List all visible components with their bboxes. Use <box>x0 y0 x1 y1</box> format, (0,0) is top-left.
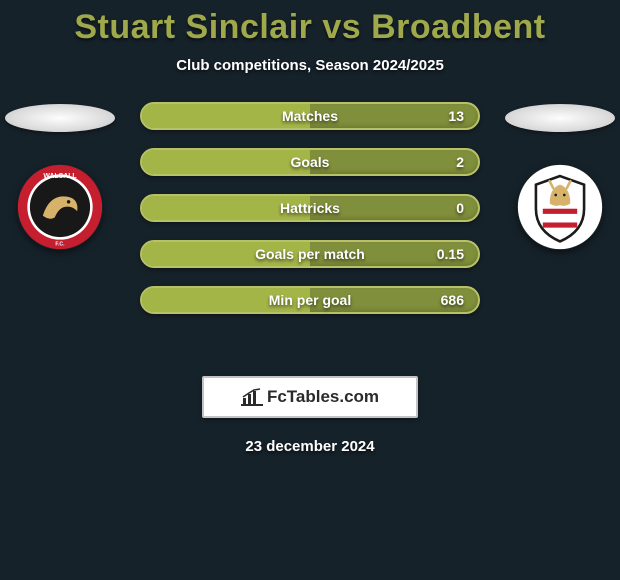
stat-value: 0.15 <box>437 246 464 262</box>
doncaster-crest-icon <box>517 164 603 250</box>
club-crest-right <box>517 164 603 250</box>
svg-text:WALSALL: WALSALL <box>43 173 76 180</box>
stat-label: Goals <box>291 154 330 170</box>
stat-bar-matches: Matches 13 <box>140 102 480 130</box>
stat-bar-goals-per-match: Goals per match 0.15 <box>140 240 480 268</box>
stat-label: Min per goal <box>269 292 351 308</box>
stat-label: Hattricks <box>280 200 340 216</box>
stat-bar-min-per-goal: Min per goal 686 <box>140 286 480 314</box>
club-crest-left: WALSALL F.C. <box>17 164 103 250</box>
stat-value: 13 <box>448 108 464 124</box>
chart-icon <box>241 388 263 406</box>
date-text: 23 december 2024 <box>0 438 620 455</box>
stat-bar-goals: Goals 2 <box>140 148 480 176</box>
walsall-crest-icon: WALSALL F.C. <box>17 164 103 250</box>
stat-label: Matches <box>282 108 338 124</box>
player-left-column: WALSALL F.C. <box>0 102 120 250</box>
svg-text:F.C.: F.C. <box>55 242 65 248</box>
stat-value: 0 <box>456 200 464 216</box>
stat-value: 686 <box>441 292 464 308</box>
stat-fill <box>142 150 310 174</box>
brand-text: FcTables.com <box>267 387 379 407</box>
stat-bar-hattricks: Hattricks 0 <box>140 194 480 222</box>
stats-bars: Matches 13 Goals 2 Hattricks 0 Goals per… <box>140 102 480 314</box>
player-left-platform <box>5 104 115 132</box>
stat-label: Goals per match <box>255 246 365 262</box>
player-right-column <box>500 102 620 250</box>
page-title: Stuart Sinclair vs Broadbent <box>0 0 620 47</box>
stat-value: 2 <box>456 154 464 170</box>
brand-badge[interactable]: FcTables.com <box>202 376 418 418</box>
player-right-platform <box>505 104 615 132</box>
comparison-row: WALSALL F.C. Matches 13 Goals 2 Hattrick… <box>0 102 620 352</box>
subtitle: Club competitions, Season 2024/2025 <box>0 57 620 74</box>
